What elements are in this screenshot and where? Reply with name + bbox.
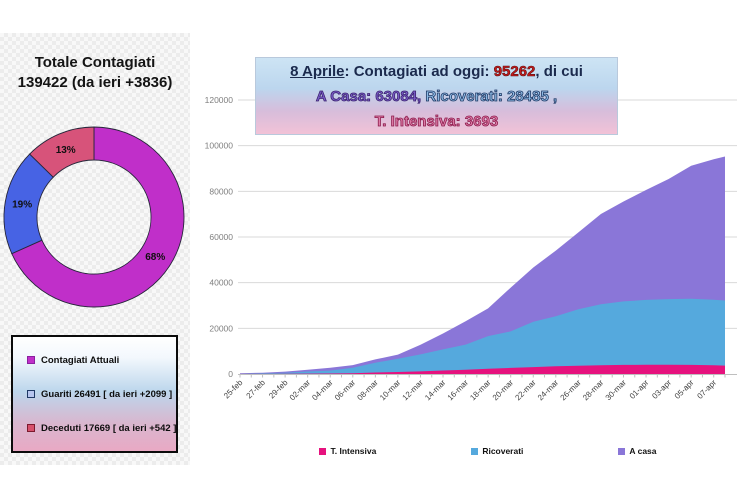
contagiati-swatch-icon [27, 356, 35, 364]
intensiva-swatch-icon [319, 447, 327, 455]
donut-pct-label: 68% [145, 252, 165, 263]
x-axis-label: 27-feb [245, 378, 268, 401]
x-axis-label: 29-feb [267, 378, 290, 401]
legend-item-deceduti: Deceduti 17669 [ da ieri +542 ] [27, 423, 176, 434]
x-axis-label: 02-mar [288, 378, 313, 403]
chart-title-line3: T. Intensiva: 3693 [256, 109, 617, 134]
summary-panel: 68% 19% 13% Totale Contagiati 139422 (da i… [0, 33, 190, 465]
area-chart-panel: 0 20000 40000 60000 80000 100000 120000 25-feb 2… [200, 0, 750, 500]
x-axis-label: 05-apr [673, 378, 696, 401]
x-axis-label: 22-mar [513, 378, 538, 403]
legend-item-guariti: Guariti 26491 [ da ieri +2099 ] [27, 389, 176, 400]
y-axis-label: 40000 [209, 278, 233, 288]
x-axis-label: 03-apr [650, 378, 673, 401]
donut-title-line2: 139422 (da ieri +3836) [17, 74, 173, 91]
donut-pct-label: 13% [56, 145, 76, 156]
area-legend: T. Intensiva Ricoverati A casa [238, 443, 738, 459]
x-axis-label: 18-mar [468, 378, 493, 403]
y-axis-label: 100000 [205, 141, 234, 151]
y-axis-label: 120000 [205, 95, 234, 105]
x-axis-label: 04-mar [310, 378, 335, 403]
donut-slice-contagiati-attuali [11, 126, 185, 308]
area-legend-item-acasa: A casa [618, 446, 657, 456]
donut-slice-deceduti [29, 126, 95, 178]
x-axis-label: 07-apr [695, 378, 718, 401]
x-axis-label: 20-mar [491, 378, 516, 403]
x-axis-label: 14-mar [423, 378, 448, 403]
title-home-value: A Casa: 63084, [315, 88, 422, 106]
donut-pct-label: 19% [12, 200, 32, 211]
title-total-value: 95262 [493, 63, 536, 81]
title-hospitalized-value: Ricoverati: 28485 , [421, 88, 558, 106]
area-series-ricoverati [240, 298, 725, 374]
x-axis-label: 12-mar [401, 378, 426, 403]
x-axis-label: 16-mar [446, 378, 471, 403]
y-axis-label: 60000 [209, 232, 233, 242]
legend-item-contagiati: Contagiati Attuali [27, 355, 176, 366]
x-axis-label: 10-mar [378, 378, 403, 403]
chart-title-line2: A Casa: 63084, Ricoverati: 28485 , [256, 84, 617, 109]
x-axis-label: 28-mar [581, 378, 606, 403]
donut-title: Totale Contagiati 139422 (da ieri +3836) [0, 53, 190, 93]
title-icu-value: T. Intensiva: 3693 [374, 113, 499, 131]
deceduti-swatch-icon [27, 424, 35, 432]
chart-title-line1: 8 Aprile: Contagiati ad oggi: 95262, di … [290, 63, 583, 81]
guariti-swatch-icon [27, 390, 35, 398]
x-axis-label: 30-mar [604, 378, 629, 403]
y-axis-label: 0 [228, 369, 233, 379]
chart-title-box: 8 Aprile: Contagiati ad oggi: 95262, di … [255, 57, 618, 135]
ricoverati-swatch-icon [471, 447, 479, 455]
area-legend-item-ricoverati: Ricoverati [471, 446, 523, 456]
legend-label-deceduti: Deceduti 17669 [ da ieri +542 ] [41, 422, 177, 434]
donut-chart: 68% 19% 13% [3, 126, 185, 308]
y-axis-label: 20000 [209, 323, 233, 333]
legend-label-guariti: Guariti 26491 [ da ieri +2099 ] [41, 388, 173, 400]
x-axis-label: 24-mar [536, 378, 561, 403]
x-axis-label: 08-mar [355, 378, 380, 403]
title-date: 8 Aprile [290, 63, 345, 80]
x-axis-label: 06-mar [333, 378, 358, 403]
area-series-t-intensiva [240, 364, 725, 374]
legend-label-contagiati: Contagiati Attuali [41, 354, 120, 366]
donut-legend: Contagiati Attuali Guariti 26491 [ da ie… [11, 335, 178, 453]
donut-title-line1: Totale Contagiati [34, 54, 156, 71]
y-axis-label: 80000 [209, 186, 233, 196]
x-axis-label: 26-mar [559, 378, 584, 403]
x-axis-label: 25-feb [222, 378, 245, 401]
acasa-swatch-icon [618, 447, 626, 455]
x-axis-label: 01-apr [628, 378, 651, 401]
area-legend-item-intensiva: T. Intensiva [319, 446, 376, 456]
